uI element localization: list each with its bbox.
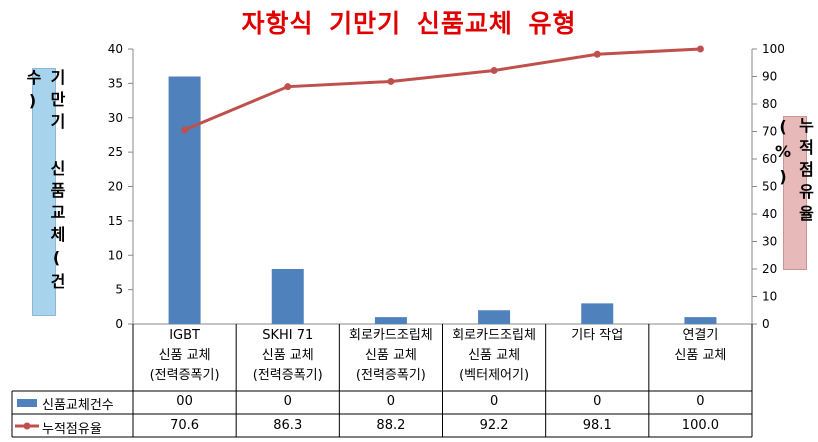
y2-tick-label: 70 bbox=[762, 125, 777, 139]
x-category-label: 기타 작업 bbox=[571, 328, 624, 343]
x-category-label: 연결기 신품 교체 bbox=[674, 328, 727, 363]
x-category-label: IGBT 신품 교체 (전력증폭기) bbox=[149, 328, 220, 383]
y2-tick-label: 30 bbox=[762, 235, 777, 249]
y-tick-label: 0 bbox=[115, 317, 123, 331]
table-cell: 00 bbox=[176, 394, 193, 409]
bar bbox=[684, 317, 717, 324]
y-tick-label: 40 bbox=[108, 42, 123, 56]
legend-key-line-marker bbox=[23, 422, 31, 430]
bar bbox=[374, 317, 407, 324]
y2-tick-label: 80 bbox=[762, 97, 777, 111]
y-tick-label: 5 bbox=[115, 283, 123, 297]
y-tick-label: 10 bbox=[108, 248, 123, 262]
table-cell: 86.3 bbox=[273, 418, 303, 433]
table-cell: 0 bbox=[593, 394, 602, 409]
y2-axis-label: 누적점유율(%) bbox=[773, 117, 815, 227]
x-category-label: SKHI 71 신품 교체 (전력증폭기) bbox=[252, 328, 323, 383]
y2-tick-label: 40 bbox=[762, 207, 777, 221]
table-cell: 0 bbox=[386, 394, 396, 409]
y-tick-label: 15 bbox=[108, 214, 123, 228]
line-point bbox=[387, 77, 395, 85]
table-cell: 0 bbox=[283, 394, 292, 409]
bar bbox=[168, 76, 201, 324]
bar bbox=[478, 310, 511, 324]
y2-axis-label-box: 누적점유율(%) bbox=[774, 116, 815, 270]
bar bbox=[581, 303, 614, 324]
y-tick-label: 35 bbox=[108, 76, 123, 90]
table-cell: 98.1 bbox=[582, 418, 612, 433]
line-point bbox=[696, 45, 704, 53]
y2-tick-label: 90 bbox=[762, 70, 777, 84]
y2-tick-label: 10 bbox=[762, 290, 777, 304]
legend-label-line: 누적점유율 bbox=[42, 422, 102, 437]
cumulative-line bbox=[184, 47, 701, 132]
line-point bbox=[593, 50, 601, 58]
y2-tick-label: 0 bbox=[762, 317, 770, 331]
table-cell: 88.2 bbox=[376, 418, 406, 433]
table-cell: 0 bbox=[696, 394, 705, 409]
y2-tick-label: 60 bbox=[762, 152, 777, 166]
y2-tick-label: 100 bbox=[762, 42, 785, 56]
line-point bbox=[284, 83, 292, 91]
y-tick-label: 25 bbox=[108, 145, 123, 159]
table-cell: 70.6 bbox=[170, 418, 200, 433]
x-category-label: 회로카드조립체 신품 교체 (벡터제어기) bbox=[452, 328, 536, 383]
y2-tick-label: 50 bbox=[762, 180, 777, 194]
line-point bbox=[490, 66, 498, 74]
legend-label-bars: 신품교체건수 bbox=[42, 398, 114, 413]
table-cell: 100.0 bbox=[681, 418, 720, 433]
x-category-label: 회로카드조립체 신품 교체 (전력증폭기) bbox=[349, 328, 433, 383]
bar bbox=[271, 269, 304, 324]
table-cell: 0 bbox=[489, 394, 499, 409]
chart-title: 자항식 기만기 신품교체 유형 bbox=[241, 9, 577, 38]
y2-tick-label: 20 bbox=[762, 262, 777, 276]
y-axis-label-box: 기만기 신품교체(건수) bbox=[23, 68, 66, 316]
y-tick-label: 30 bbox=[108, 111, 123, 125]
y-axis-label: 기만기 신품교체(건수) bbox=[23, 69, 66, 295]
legend-key-bars bbox=[17, 399, 37, 407]
y-tick-label: 20 bbox=[108, 180, 123, 194]
line-point bbox=[181, 126, 189, 134]
table-cell: 92.2 bbox=[479, 418, 509, 433]
